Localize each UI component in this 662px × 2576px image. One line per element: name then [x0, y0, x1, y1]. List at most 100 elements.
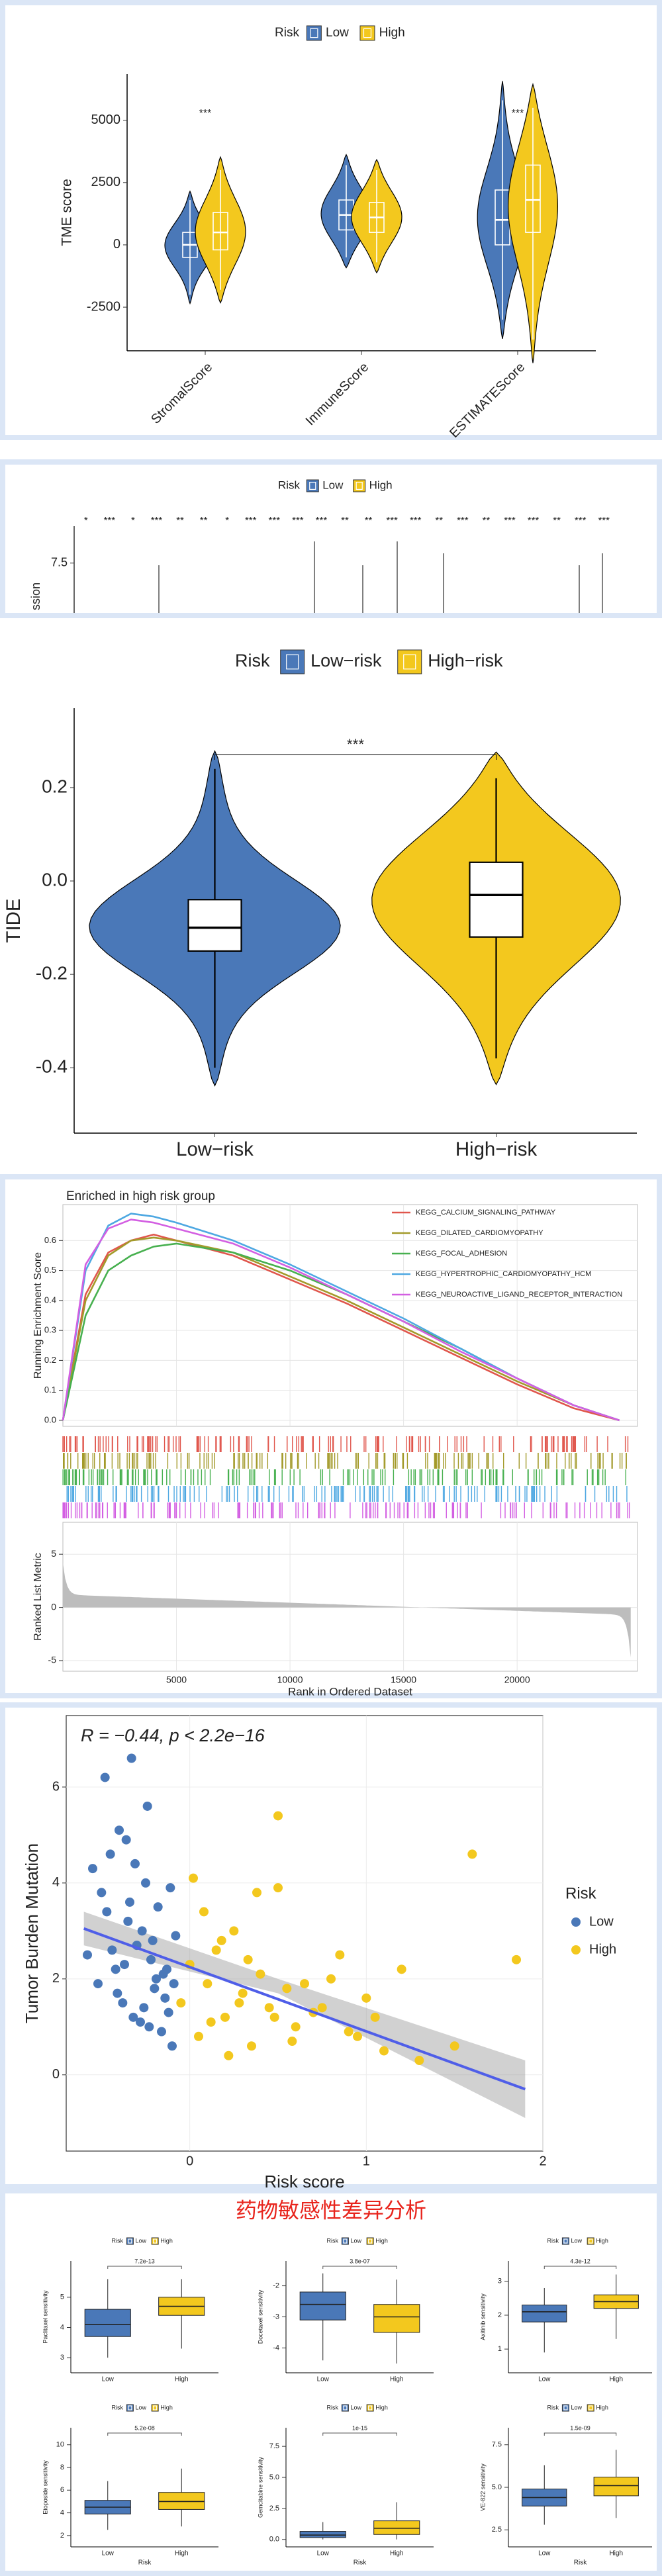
legend-swatch [359, 25, 375, 41]
legend-swatch [306, 25, 322, 41]
legend-swatch [587, 2237, 594, 2245]
significance: ** [365, 515, 373, 526]
y-tick-label: 2 [52, 1971, 60, 1986]
legend-glyph [343, 2238, 348, 2244]
legend-swatch [587, 2404, 594, 2412]
point [136, 2017, 145, 2027]
significance-bracket [322, 2266, 397, 2269]
box [299, 2531, 346, 2538]
legend-label: High−risk [428, 651, 503, 670]
y-axis-label: VE-822 sensitivity [479, 2463, 486, 2511]
legend-glyph [363, 28, 372, 38]
significance: *** [151, 515, 163, 526]
point [199, 1907, 209, 1917]
point [189, 1873, 198, 1883]
point [111, 1964, 120, 1974]
x-tick-label: Low [317, 2550, 330, 2557]
point [171, 1931, 181, 1941]
y-tick-label: 0.1 [44, 1385, 56, 1395]
significance-bracket [544, 2266, 617, 2269]
legend-swatch [151, 2237, 159, 2245]
y-tick-label: 0.4 [44, 1295, 56, 1305]
point [113, 1988, 122, 1998]
legend-glyph [403, 654, 416, 670]
legend-label: Low−risk [310, 651, 382, 670]
significance: * [225, 515, 229, 526]
x-axis-label: Risk score [264, 2172, 344, 2191]
significance: *** [386, 515, 398, 526]
legend-marker [571, 1917, 581, 1927]
point [206, 2017, 216, 2027]
point [224, 2050, 234, 2060]
y-tick-label: -5 [48, 1655, 57, 1665]
point [449, 2041, 459, 2051]
y-tick-label: 5.0 [269, 2473, 279, 2481]
legend-title: Risk [278, 479, 301, 491]
legend-swatch [151, 2404, 159, 2412]
y-tick-label: 0.2 [42, 776, 68, 796]
point [243, 1955, 253, 1964]
point [142, 1801, 152, 1811]
x-tick-label: Low [102, 2550, 115, 2557]
regression-line [83, 1927, 526, 2091]
x-axis-label: Risk [354, 2559, 367, 2567]
significance-bracket [107, 2266, 182, 2269]
y-axis-label: Ranked List Metric [32, 1553, 44, 1641]
point [164, 2007, 173, 2017]
point [148, 1935, 158, 1945]
point [162, 1964, 171, 1974]
legend-swatch [366, 2237, 374, 2245]
point [512, 1955, 521, 1964]
y-tick-label: 5000 [91, 113, 121, 127]
point [157, 2027, 166, 2037]
p-value: 3.8e-07 [350, 2258, 370, 2264]
legend-swatch [306, 479, 319, 492]
point [100, 1772, 110, 1782]
point [220, 2012, 230, 2022]
point [273, 1883, 283, 1893]
legend-swatch [341, 2237, 349, 2245]
point [203, 1979, 213, 1989]
y-tick-label: -0.4 [36, 1056, 68, 1077]
legend-title: Risk [327, 2404, 339, 2411]
y-tick-label: 0 [51, 1601, 56, 1612]
legend-swatch [561, 2404, 569, 2412]
point [123, 1916, 133, 1926]
y-tick-label: 2.5 [269, 2505, 279, 2512]
point [467, 1849, 477, 1859]
legend-label: High [589, 1942, 616, 1956]
point [166, 1883, 175, 1893]
legend-label: KEGG_NEUROACTIVE_LIGAND_RECEPTOR_INTERAC… [416, 1291, 622, 1299]
legend-label: Low [326, 26, 349, 40]
box [522, 2305, 567, 2323]
x-tick-label: 10000 [277, 1675, 303, 1685]
y-tick-label: 10 [56, 2441, 64, 2449]
significance: ** [553, 515, 561, 526]
legend-title: Risk [112, 2237, 124, 2244]
point [167, 2041, 177, 2051]
legend-label: Low [322, 479, 344, 491]
legend-label: KEGG_FOCAL_ADHESION [416, 1250, 507, 1258]
point [247, 2041, 256, 2051]
point [126, 1753, 136, 1763]
point [361, 1993, 371, 2003]
point [102, 1907, 112, 1917]
panel-frame [0, 1702, 662, 2189]
legend-glyph [563, 2238, 568, 2244]
point [216, 1935, 226, 1945]
x-axis-label: Rank in Ordered Dataset [288, 1685, 412, 1698]
significance: *** [504, 515, 516, 526]
legend-swatch [397, 649, 422, 674]
legend-swatch [353, 479, 366, 492]
legend-glyph [589, 2238, 593, 2244]
legend-title: Risk [547, 2237, 559, 2244]
legend-title: Risk [547, 2404, 559, 2411]
point [146, 1955, 156, 1964]
y-tick-label: 5 [60, 2293, 64, 2301]
point [264, 2003, 274, 2013]
point [282, 1984, 292, 1994]
x-tick-label: 15000 [391, 1675, 416, 1685]
x-axis-label: Risk [574, 2559, 587, 2567]
box [187, 899, 242, 952]
significance-bracket [214, 754, 496, 760]
